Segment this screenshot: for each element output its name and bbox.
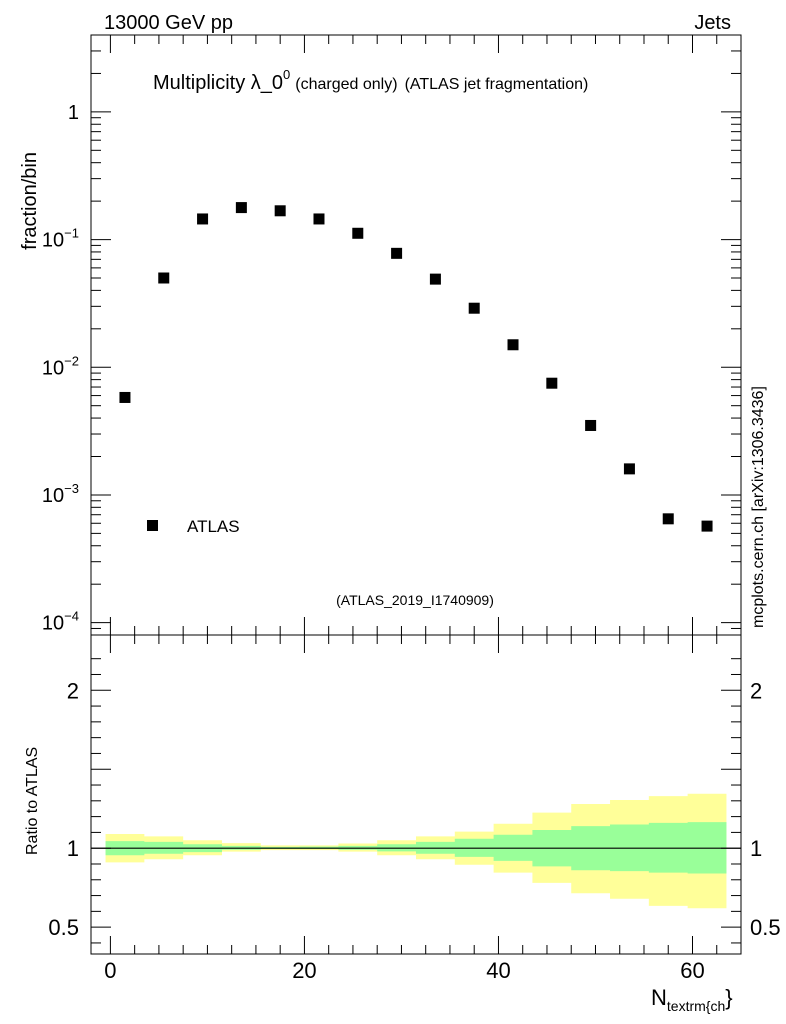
- legend-marker: [147, 520, 158, 531]
- ratio-bands: [105, 793, 727, 909]
- x-tick-label: 40: [486, 958, 510, 983]
- x-tick-label: 60: [680, 958, 704, 983]
- y-tick-label-exponent: −2: [64, 353, 79, 368]
- y-tick-label-base: 10: [42, 357, 64, 379]
- main-panel-frame: [90, 34, 742, 636]
- y-tick-label-ratio-left: 0.5: [48, 915, 79, 940]
- data-point: [546, 377, 558, 389]
- y-tick-label-exponent: −1: [64, 226, 79, 241]
- data-point: [274, 205, 286, 217]
- data-point: [352, 227, 364, 239]
- analysis-watermark: (ATLAS_2019_I1740909): [336, 592, 494, 608]
- x-axis-label-suffix: }: [725, 985, 732, 1010]
- legend-label: ATLAS: [187, 517, 240, 536]
- data-point: [468, 302, 480, 314]
- y-tick-label-base: 10: [42, 613, 64, 635]
- header-left-label: 13000 GeV pp: [104, 12, 233, 34]
- y-tick-label-ratio-right: 1: [750, 836, 762, 861]
- x-axis-label-subscript: textrm{ch: [667, 998, 725, 1014]
- y-tick-label-main: 1: [68, 102, 79, 124]
- main-title-superscript: 0: [283, 67, 290, 82]
- x-axis-label-main: N: [651, 985, 667, 1010]
- y-tick-label-exponent: −4: [64, 609, 79, 624]
- main-title-text: Multiplicity λ_0: [153, 72, 283, 94]
- y-tick-label-base: 10: [42, 485, 64, 507]
- tick-labels: 110−110−210−310−40.5 0.51 12 20 20 40 60: [42, 102, 781, 983]
- main-title-analysis: (ATLAS jet fragmentation): [405, 76, 589, 93]
- side-label: mcplots.cern.ch [arXiv:1306.3436]: [750, 386, 767, 628]
- y-tick-label-main: 10−1: [42, 226, 79, 252]
- y-tick-label-ratio-left: 2: [67, 678, 79, 703]
- y-tick-label-exponent: −3: [64, 481, 79, 496]
- main-title-charged: (charged only): [295, 76, 397, 93]
- data-point: [701, 520, 713, 532]
- y-tick-label-main: 10−4: [42, 609, 79, 635]
- ratio-y-axis-label: Ratio to ATLAS: [24, 747, 41, 855]
- data-point: [313, 213, 325, 225]
- y-tick-label-main: 10−2: [42, 353, 79, 379]
- main-data-points: [119, 202, 713, 532]
- x-axis-label: Ntextrm{ch}: [651, 985, 733, 1014]
- y-tick-label-ratio-right: 0.5: [750, 915, 781, 940]
- x-tick-label: 0: [104, 958, 116, 983]
- data-point: [623, 463, 635, 475]
- main-title: Multiplicity λ_00 (charged only) (ATLAS je…: [153, 67, 588, 94]
- header-right-label: Jets: [694, 12, 731, 34]
- x-tick-label: 20: [292, 958, 316, 983]
- axes-ticks: [91, 34, 741, 954]
- data-point: [585, 419, 597, 431]
- data-point: [507, 339, 519, 351]
- data-point: [235, 202, 247, 214]
- data-point: [391, 247, 403, 259]
- y-tick-label-ratio-right: 2: [750, 678, 762, 703]
- y-tick-label-main: 10−3: [42, 481, 79, 507]
- data-point: [119, 391, 131, 403]
- y-tick-label-ratio-left: 1: [67, 836, 79, 861]
- y-tick-label-base: 10: [42, 230, 64, 252]
- data-point: [158, 272, 170, 284]
- data-point: [662, 513, 674, 525]
- data-point: [197, 213, 209, 225]
- ratio-panel-frame: [90, 634, 742, 955]
- data-point: [429, 273, 441, 285]
- main-y-axis-label: fraction/bin: [19, 152, 41, 250]
